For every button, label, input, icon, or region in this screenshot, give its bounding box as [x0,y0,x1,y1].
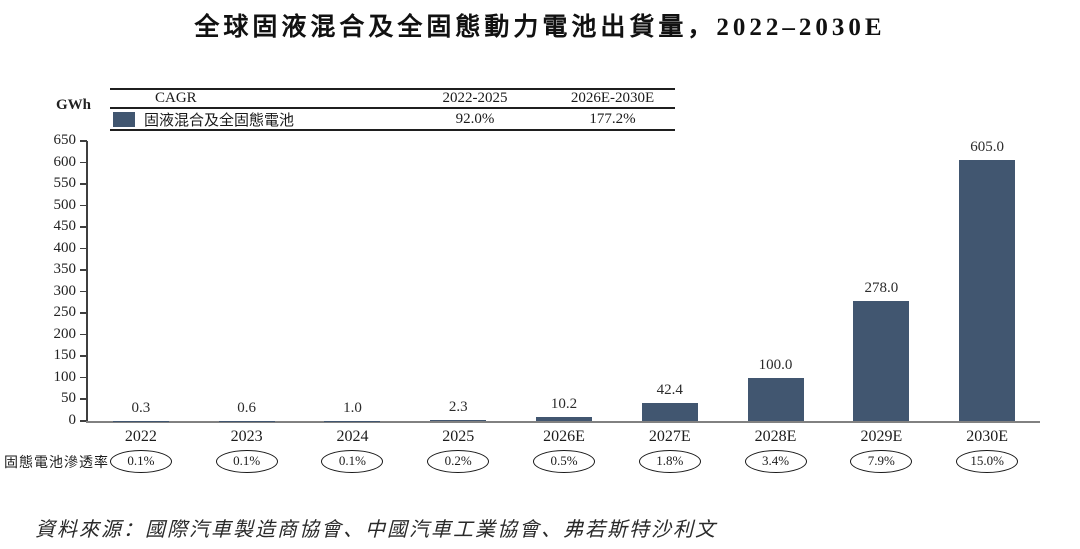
cagr-table-series-row: 固液混合及全固態電池 92.0% 177.2% [110,109,675,129]
x-axis-label-2025: 2025 [442,428,475,445]
y-axis-tick [80,140,87,142]
penetration-badge-2025: 0.2% [427,450,490,473]
bar-value-label-2023: 0.6 [237,399,257,416]
penetration-badge-2029E: 7.9% [850,450,913,473]
bar-value-label-2024: 1.0 [343,399,362,416]
x-axis-label-2026E: 2026E [543,428,585,445]
y-axis-tick [80,333,87,336]
y-axis-tick [80,269,87,271]
y-axis-tick-label: 50 [61,390,76,407]
y-axis-tick-label: 650 [53,132,77,148]
y-axis-tick-label: 350 [53,261,77,278]
penetration-badge-2028E: 3.4% [744,450,807,473]
y-axis-tick-label: 250 [53,304,77,321]
series-label: 固液混合及全固態電池 [144,112,295,129]
y-axis-tick [80,398,87,400]
x-axis-label-2029E: 2029E [860,428,903,445]
y-axis-tick [80,312,87,314]
x-axis-label-2028E: 2028E [754,428,797,445]
cagr-header-cell: CAGR [155,90,197,106]
bar-value-label-2030E: 605.0 [970,139,1004,156]
y-axis-tick [80,161,87,164]
y-axis-tick-label: 300 [53,282,77,299]
x-axis-label-2024: 2024 [336,428,369,445]
y-axis-unit-label: GWh [56,97,92,113]
y-axis-tick [80,355,87,357]
y-axis-tick [80,376,87,379]
y-axis-tick [80,226,87,228]
bar-value-label-2022: 0.3 [131,399,151,416]
y-axis-tick-label: 200 [53,325,77,342]
penetration-badge-2026E: 0.5% [533,450,595,473]
source-note: 資料來源：國際汽車製造商協會、中國汽車工業協會、弗若斯特沙利文 [35,519,717,541]
y-axis-tick-label: 600 [53,153,77,170]
cagr-period2-header-cell: 2026E-2030E [570,90,655,106]
bar-2030E [959,160,1016,421]
bar-value-label-2025: 2.3 [448,399,468,415]
penetration-badge-2022: 0.1% [109,450,172,473]
y-axis-tick [80,420,87,422]
bar-value-label-2028E: 100.0 [758,356,793,373]
bar-value-label-2026E: 10.2 [550,395,578,412]
y-axis-tick [80,183,87,185]
x-axis-label-2022: 2022 [124,428,157,445]
cagr-period1-header-cell: 2022-2025 [442,90,508,106]
y-axis-tick-label: 100 [53,368,77,385]
penetration-badge-2030E: 15.0% [956,450,1019,473]
penetration-badge-2023: 0.1% [215,450,278,473]
bar-2026E [536,416,592,421]
bar-value-label-2029E: 278.0 [864,280,899,297]
y-axis-tick [80,290,87,293]
y-axis-tick-label: 400 [53,239,77,256]
y-axis-line [86,141,88,422]
y-axis-tick [80,204,87,207]
bar-2025 [430,420,487,421]
y-axis-tick [80,247,87,250]
y-axis-tick-label: 450 [53,218,77,235]
y-axis-tick-label: 150 [53,347,77,364]
bar-2029E [853,301,910,421]
x-axis-label-2023: 2023 [230,428,263,445]
y-axis-tick-label: 500 [53,196,77,213]
x-axis-label-2027E: 2027E [648,428,691,445]
cagr-value-2022-2025: 92.0% [455,110,495,127]
x-axis-line [86,421,1040,423]
penetration-badge-2027E: 1.8% [638,450,701,473]
cagr-table-header-row: CAGR 2022-2025 2026E-2030E [110,90,675,109]
chart-title: 全球固液混合及全固態動力電池出貨量，2022–2030E [194,14,886,41]
bar-value-label-2027E: 42.4 [656,381,683,398]
x-axis-label-2030E: 2030E [966,428,1008,445]
cagr-table: CAGR 2022-2025 2026E-2030E 固液混合及全固態電池 92… [110,88,675,131]
cagr-value-2026E-2030E: 177.2% [589,110,636,127]
y-axis-tick-label: 0 [68,412,77,428]
series-color-swatch-icon [113,111,135,127]
penetration-rate-row-label: 固態電池滲透率 [4,456,109,471]
series-legend-cell: 固液混合及全固態電池 [110,109,400,130]
penetration-badge-2024: 0.1% [321,450,384,473]
bar-2027E [641,402,698,421]
bar-2028E [747,377,804,421]
y-axis-tick-label: 550 [53,175,77,192]
